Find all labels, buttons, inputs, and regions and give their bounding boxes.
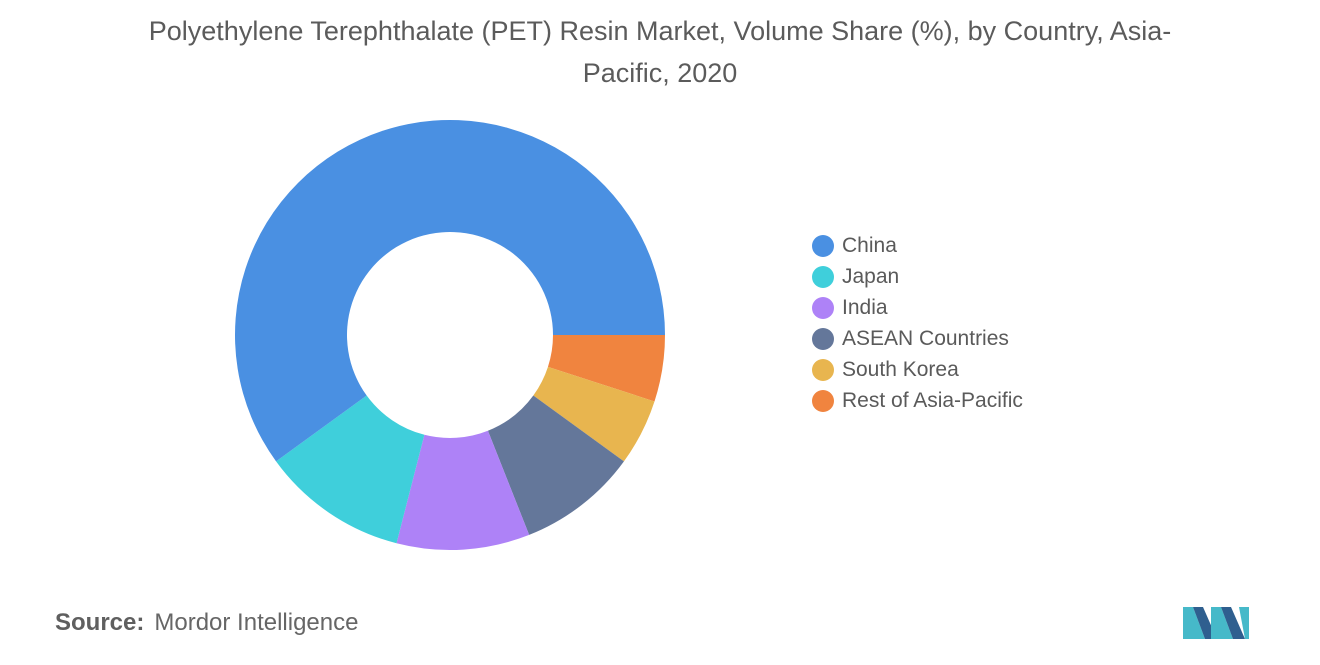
legend-swatch [812,327,834,350]
legend-swatch [812,296,834,319]
donut-chart [235,120,665,550]
donut-slice-japan [276,395,425,544]
legend-item: South Korea [812,354,1023,385]
legend-swatch [812,358,834,381]
legend-item: India [812,292,1023,323]
legend-item: Rest of Asia-Pacific [812,385,1023,416]
legend-item: China [812,230,1023,261]
donut-slice-india [396,430,530,550]
donut-slice-asean-countries [487,395,624,535]
legend-swatch [812,234,834,257]
legend-label: India [842,295,888,319]
chart-legend: China Japan India ASEAN Countries South Kore… [812,230,1023,416]
legend-label: China [842,233,897,257]
legend-label: ASEAN Countries [842,326,1009,350]
legend-item: Japan [812,261,1023,292]
mordor-intelligence-logo-icon [1183,607,1249,639]
donut-slice-china [235,120,665,462]
legend-label: Rest of Asia-Pacific [842,388,1023,412]
legend-label: Japan [842,264,900,288]
chart-title: Polyethylene Terephthalate (PET) Resin M… [148,16,1172,88]
donut-slice-south-korea [533,366,655,462]
legend-item: ASEAN Countries [812,323,1023,354]
legend-label: South Korea [842,357,959,381]
source-text: Mordor Intelligence [154,609,359,636]
legend-swatch [812,265,834,288]
source-note: Source: Mordor Intelligence [55,609,358,637]
legend-swatch [812,389,834,412]
source-label: Source: [55,609,145,636]
donut-slice-rest-of-asia-pacific [547,335,665,402]
